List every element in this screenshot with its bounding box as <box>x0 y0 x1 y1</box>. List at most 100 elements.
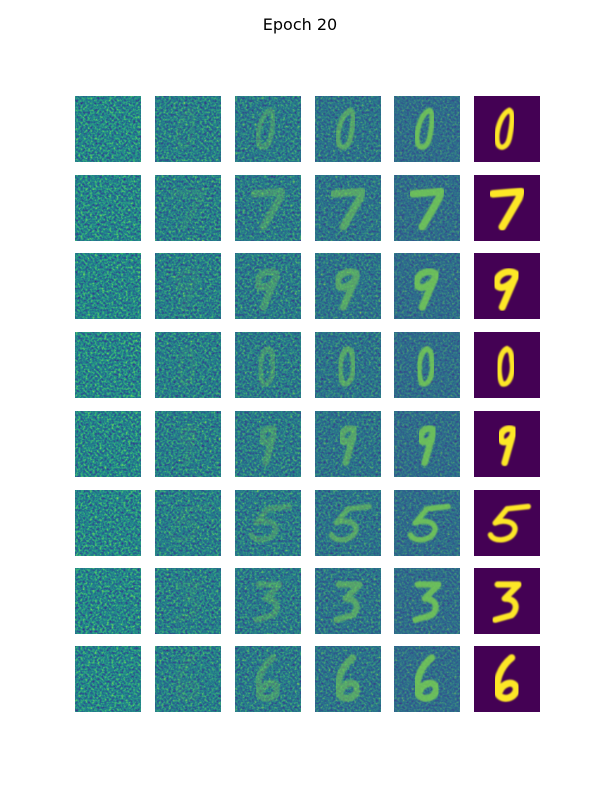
digit <box>334 654 361 702</box>
image-cell <box>235 175 301 241</box>
shade <box>315 96 381 162</box>
noise <box>394 175 460 241</box>
noise <box>155 175 221 241</box>
shade <box>315 646 381 712</box>
digit-stroke <box>175 107 196 150</box>
noise <box>235 96 301 162</box>
digit <box>250 187 286 231</box>
noise <box>75 646 141 712</box>
digit-stroke <box>177 345 196 387</box>
image-cell <box>75 332 141 398</box>
digit-stroke <box>409 187 445 231</box>
digit-stroke <box>413 268 440 311</box>
figure-title: Epoch 20 <box>263 15 337 34</box>
image-cell <box>394 332 460 398</box>
noise <box>75 332 141 398</box>
digit <box>174 268 201 311</box>
noise <box>155 96 221 162</box>
image-cell <box>235 490 301 556</box>
noise <box>75 411 141 477</box>
digit-stroke <box>333 581 363 623</box>
image-cell <box>315 332 381 398</box>
digit <box>496 345 515 387</box>
shade <box>394 96 460 162</box>
shade <box>235 175 301 241</box>
digit-stroke <box>494 107 515 150</box>
digit-stroke <box>253 581 283 623</box>
noise <box>315 175 381 241</box>
image-cell <box>75 253 141 319</box>
digit-stroke <box>493 654 520 702</box>
image-cell <box>155 96 221 162</box>
image-cell <box>235 332 301 398</box>
image-cell <box>75 490 141 556</box>
digit <box>413 268 440 311</box>
digit-stroke <box>174 268 201 311</box>
digit-stroke <box>493 268 520 311</box>
digit <box>177 345 196 387</box>
digit <box>337 345 356 387</box>
digit-stroke <box>489 187 525 231</box>
digit-stroke <box>257 345 276 387</box>
digit <box>414 107 435 150</box>
image-cell <box>315 411 381 477</box>
digit <box>417 425 438 467</box>
digit <box>497 425 518 467</box>
shade <box>155 175 221 241</box>
digit <box>412 581 442 623</box>
image-cell <box>474 175 540 241</box>
digit-stroke <box>248 503 292 543</box>
digit-stroke <box>178 425 199 467</box>
digit <box>330 187 366 231</box>
digit-stroke <box>170 187 206 231</box>
digit-stroke <box>174 654 201 702</box>
image-cell <box>474 96 540 162</box>
digit <box>333 581 363 623</box>
digit-stroke <box>173 581 203 623</box>
digit-stroke <box>250 187 286 231</box>
digit-stroke <box>254 654 281 702</box>
image-cell <box>474 253 540 319</box>
image-cell <box>155 175 221 241</box>
image-cell <box>315 175 381 241</box>
digit <box>416 345 435 387</box>
shade <box>315 332 381 398</box>
digit <box>335 107 356 150</box>
shade <box>235 332 301 398</box>
image-cell <box>315 96 381 162</box>
shade <box>394 332 460 398</box>
digit <box>257 345 276 387</box>
digit <box>492 581 522 623</box>
digit-stroke <box>338 425 359 467</box>
digit <box>489 187 525 231</box>
image-cell <box>394 175 460 241</box>
digit <box>173 581 203 623</box>
noise <box>235 332 301 398</box>
shade <box>474 96 540 162</box>
image-cell <box>235 253 301 319</box>
digit-stroke <box>335 107 356 150</box>
digit <box>175 107 196 150</box>
digit-stroke <box>258 425 279 467</box>
digit-stroke <box>254 268 281 311</box>
image-cell <box>235 646 301 712</box>
digit <box>253 581 283 623</box>
digit-stroke <box>330 187 366 231</box>
image-cell <box>75 96 141 162</box>
digit <box>328 503 372 543</box>
noise <box>155 332 221 398</box>
digit <box>409 187 445 231</box>
image-cell <box>315 490 381 556</box>
noise <box>394 96 460 162</box>
shade <box>474 646 540 712</box>
noise <box>75 253 141 319</box>
image-cell <box>155 568 221 634</box>
digit-stroke <box>255 107 276 150</box>
noise <box>394 332 460 398</box>
digit-stroke <box>416 345 435 387</box>
image-cell <box>474 411 540 477</box>
digit <box>174 654 201 702</box>
shade <box>235 96 301 162</box>
image-cell <box>75 568 141 634</box>
